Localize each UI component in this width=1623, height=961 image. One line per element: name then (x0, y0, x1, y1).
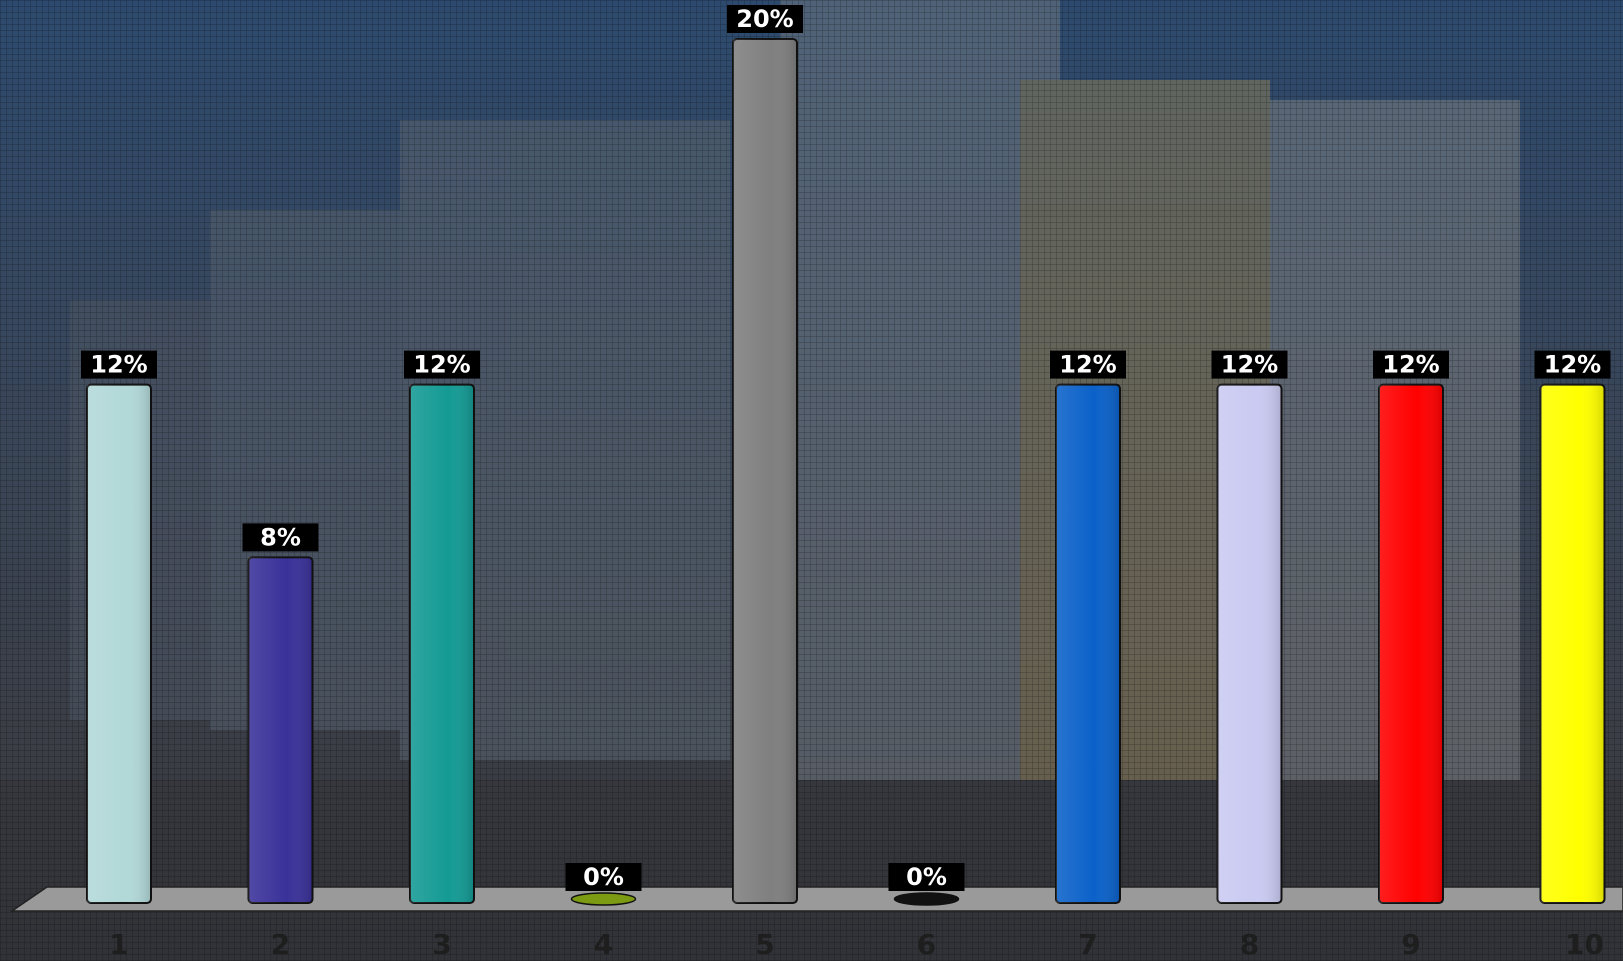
value-label-bg (888, 863, 965, 891)
bar (893, 892, 960, 906)
value-label: 8% (260, 523, 301, 551)
value-label-bg (81, 350, 157, 379)
bar (570, 892, 637, 906)
bar-shade (410, 384, 474, 904)
x-tick-label: 3 (432, 928, 451, 961)
value-label-bg (242, 523, 319, 552)
bar-shade (733, 39, 797, 903)
value-label: 12% (1221, 351, 1278, 379)
x-tick-label: 4 (594, 928, 613, 961)
bar-shade (248, 557, 313, 903)
value-label-bg (1373, 350, 1449, 379)
x-tick-label: 5 (755, 928, 774, 961)
x-tick-label: 10 (1565, 928, 1604, 961)
value-label: 12% (1059, 351, 1116, 379)
bar-shade (1540, 384, 1605, 904)
x-tick-label: 2 (271, 928, 290, 961)
bar-shade (1217, 384, 1282, 904)
value-label-bg (1211, 350, 1288, 379)
bar-shade (87, 384, 151, 904)
value-label-bg (565, 863, 642, 891)
x-tick-label: 7 (1078, 928, 1097, 961)
value-label-bg (1050, 350, 1126, 379)
x-tick-label: 9 (1401, 928, 1420, 961)
value-label: 12% (1382, 351, 1439, 379)
value-label: 20% (736, 5, 793, 33)
value-label: 12% (1544, 351, 1601, 379)
bar-shade (1379, 384, 1443, 904)
value-label-bg (1534, 350, 1611, 379)
x-tick-label: 8 (1240, 928, 1259, 961)
value-label: 12% (90, 351, 147, 379)
value-label: 12% (413, 351, 470, 379)
value-label-bg (404, 350, 480, 379)
x-tick-label: 1 (109, 928, 128, 961)
value-label: 0% (583, 863, 624, 891)
bar-shade (1056, 384, 1120, 904)
x-tick-label: 6 (917, 928, 936, 961)
value-label: 0% (906, 863, 947, 891)
value-label-bg (727, 5, 803, 33)
